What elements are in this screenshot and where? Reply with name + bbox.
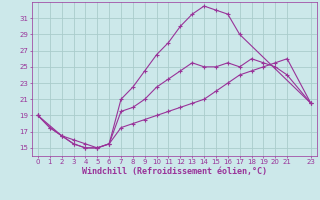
X-axis label: Windchill (Refroidissement éolien,°C): Windchill (Refroidissement éolien,°C): [82, 167, 267, 176]
